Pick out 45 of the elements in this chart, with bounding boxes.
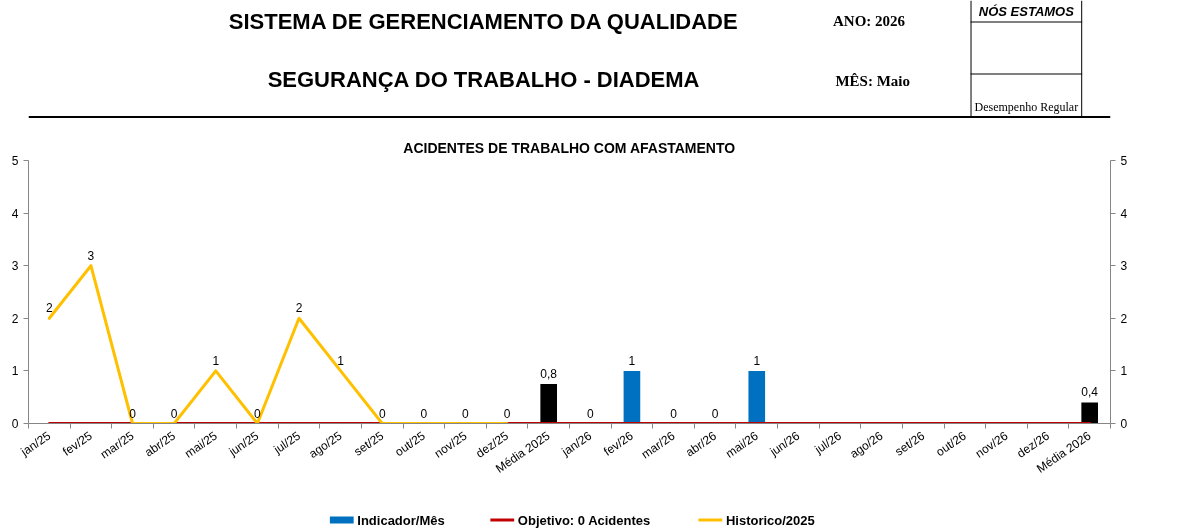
legend-label: Indicador/Mês bbox=[357, 512, 445, 528]
text: SEGURANÇA DO TRABALHO - DIADEMA bbox=[267, 67, 700, 92]
data-label: 0 bbox=[420, 406, 428, 421]
y-tick-label: 2 bbox=[11, 311, 19, 326]
text: MÊS: Maio bbox=[835, 72, 910, 89]
data-label: 2 bbox=[45, 301, 53, 316]
text: ANO: 2026 bbox=[833, 12, 906, 29]
bar bbox=[623, 370, 641, 424]
data-label: 0 bbox=[670, 406, 678, 421]
legend-label: Objetivo: 0 Acidentes bbox=[517, 512, 651, 528]
data-label: 0,4 bbox=[1081, 385, 1099, 400]
y-tick-label: 4 bbox=[11, 206, 19, 221]
y2-tick-label: 4 bbox=[1120, 206, 1128, 221]
data-label: 1 bbox=[753, 353, 761, 368]
text: NÓS ESTAMOS bbox=[978, 4, 1075, 19]
y2-tick-label: 1 bbox=[1120, 364, 1128, 379]
y2-tick-label: 3 bbox=[1120, 259, 1128, 274]
bar bbox=[1081, 402, 1099, 424]
data-label: 2 bbox=[295, 301, 303, 316]
y2-tick-label: 2 bbox=[1120, 311, 1128, 326]
data-label: 0 bbox=[503, 406, 511, 421]
bar bbox=[748, 370, 766, 424]
data-label: 0 bbox=[462, 406, 470, 421]
data-label: 1 bbox=[628, 353, 636, 368]
legend-label: Historico/2025 bbox=[725, 512, 815, 528]
data-label: 3 bbox=[87, 248, 95, 263]
bar bbox=[540, 384, 558, 424]
y2-tick-label: 5 bbox=[1120, 154, 1128, 168]
data-label: 0 bbox=[170, 406, 178, 421]
y-tick-label: 3 bbox=[11, 259, 19, 274]
data-label: 0 bbox=[586, 406, 594, 421]
data-label: 0 bbox=[378, 406, 386, 421]
text: SISTEMA DE GERENCIAMENTO DA QUALIDADE bbox=[228, 9, 738, 34]
chart-title: ACIDENTES DE TRABALHO COM AFASTAMENTO bbox=[403, 139, 736, 156]
data-label: 1 bbox=[212, 353, 220, 368]
data-label: 0 bbox=[254, 406, 262, 421]
y-tick-label: 5 bbox=[11, 154, 19, 168]
y2-tick-label: 0 bbox=[1120, 417, 1128, 431]
text: Desempenho Regular bbox=[974, 99, 1079, 114]
data-label: 0 bbox=[711, 406, 719, 421]
y-tick-label: 0 bbox=[11, 417, 19, 431]
data-label: 0,8 bbox=[540, 367, 558, 382]
line-series bbox=[47, 264, 509, 424]
data-label: 1 bbox=[337, 353, 345, 368]
y-tick-label: 1 bbox=[11, 364, 19, 379]
